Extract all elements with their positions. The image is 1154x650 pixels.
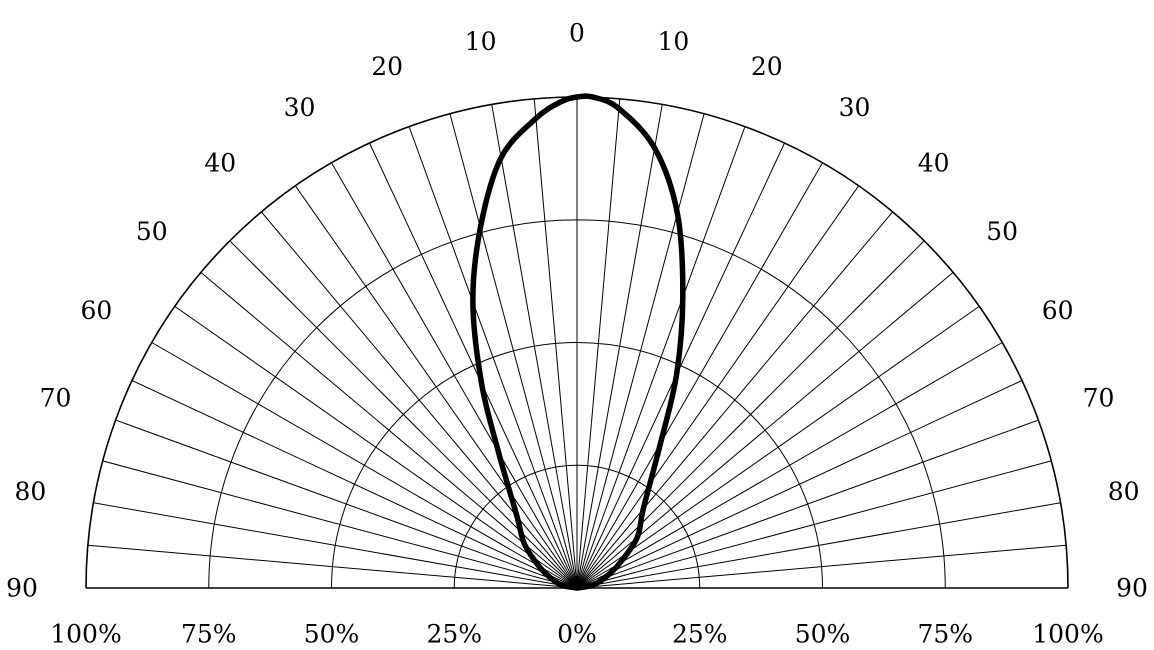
angle-label-right-20: 20	[751, 52, 783, 81]
radial-label-left-100pct: 100%	[50, 620, 121, 649]
grid-spoke-left-60	[151, 342, 578, 589]
radial-label-left-25pct: 25%	[427, 620, 483, 649]
grid-spoke-left-70	[115, 419, 578, 589]
angle-label-right-40: 40	[918, 148, 950, 177]
angle-label-right-60: 60	[1042, 296, 1074, 325]
angle-label-left-20: 20	[371, 52, 403, 81]
grid-spoke-left-30	[331, 162, 578, 589]
grid-spoke-left-50	[200, 272, 578, 589]
radial-label-left-75pct: 75%	[181, 620, 237, 649]
grid-spoke-left-15	[449, 113, 578, 589]
grid-spoke-left-85	[87, 544, 578, 589]
polar-grid	[85, 96, 1069, 589]
grid-spoke-left-55	[174, 305, 578, 589]
angle-label-0: 0	[569, 19, 585, 48]
grid-spoke-right-30	[576, 162, 823, 589]
radial-label-right-75pct: 75%	[918, 620, 974, 649]
grid-spoke-right-80	[576, 502, 1061, 589]
grid-spoke-right-25	[576, 142, 785, 589]
grid-spoke-left-10	[491, 104, 578, 589]
angle-label-right-80: 80	[1108, 477, 1140, 506]
angle-label-left-30: 30	[284, 93, 316, 122]
angle-label-left-60: 60	[80, 296, 112, 325]
grid-spoke-right-20	[576, 126, 746, 589]
grid-spoke-right-65	[576, 380, 1023, 589]
grid-spoke-left-25	[369, 142, 578, 589]
intensity-curve	[470, 93, 686, 591]
radial-label-right-100pct: 100%	[1032, 620, 1103, 649]
grid-spoke-left-65	[131, 380, 578, 589]
grid-spoke-right-35	[576, 185, 860, 589]
radial-label-center-0pct: 0%	[557, 620, 597, 649]
grid-spoke-right-5	[576, 98, 621, 589]
grid-spoke-right-55	[576, 305, 980, 589]
grid-spoke-right-85	[576, 544, 1067, 589]
grid-spoke-left-5	[533, 98, 578, 589]
grid-spoke-left-80	[93, 502, 578, 589]
intensity-curve-layer	[470, 93, 686, 591]
angle-label-right-30: 30	[839, 93, 871, 122]
angle-label-left-10: 10	[465, 27, 497, 56]
angle-label-left-90: 90	[6, 574, 38, 603]
grid-spoke-right-45	[576, 240, 925, 589]
angle-label-right-10: 10	[657, 27, 689, 56]
angle-label-right-50: 50	[986, 217, 1018, 246]
axis-labels: 0 10 10 20 20 30 30 40 40 50 50 60 60 70 70 80 80 90 90 100…	[6, 19, 1148, 649]
grid-spoke-left-20	[408, 126, 578, 589]
grid-spoke-left-75	[102, 460, 578, 589]
grid-spoke-right-75	[576, 460, 1052, 589]
radial-label-left-50pct: 50%	[304, 620, 360, 649]
grid-spoke-left-35	[294, 185, 578, 589]
grid-spoke-right-40	[576, 211, 893, 589]
angle-label-left-70: 70	[40, 384, 72, 413]
grid-spoke-left-40	[261, 211, 578, 589]
angle-label-left-80: 80	[14, 477, 46, 506]
grid-spoke-right-60	[576, 342, 1003, 589]
grid-spoke-right-10	[576, 104, 663, 589]
angle-label-left-40: 40	[204, 148, 236, 177]
angle-label-right-70: 70	[1083, 384, 1115, 413]
grid-spoke-right-15	[576, 113, 705, 589]
angle-label-left-50: 50	[136, 217, 168, 246]
angle-label-right-90: 90	[1116, 574, 1148, 603]
radial-label-right-50pct: 50%	[795, 620, 851, 649]
grid-spoke-right-70	[576, 419, 1039, 589]
radial-label-right-25pct: 25%	[672, 620, 728, 649]
